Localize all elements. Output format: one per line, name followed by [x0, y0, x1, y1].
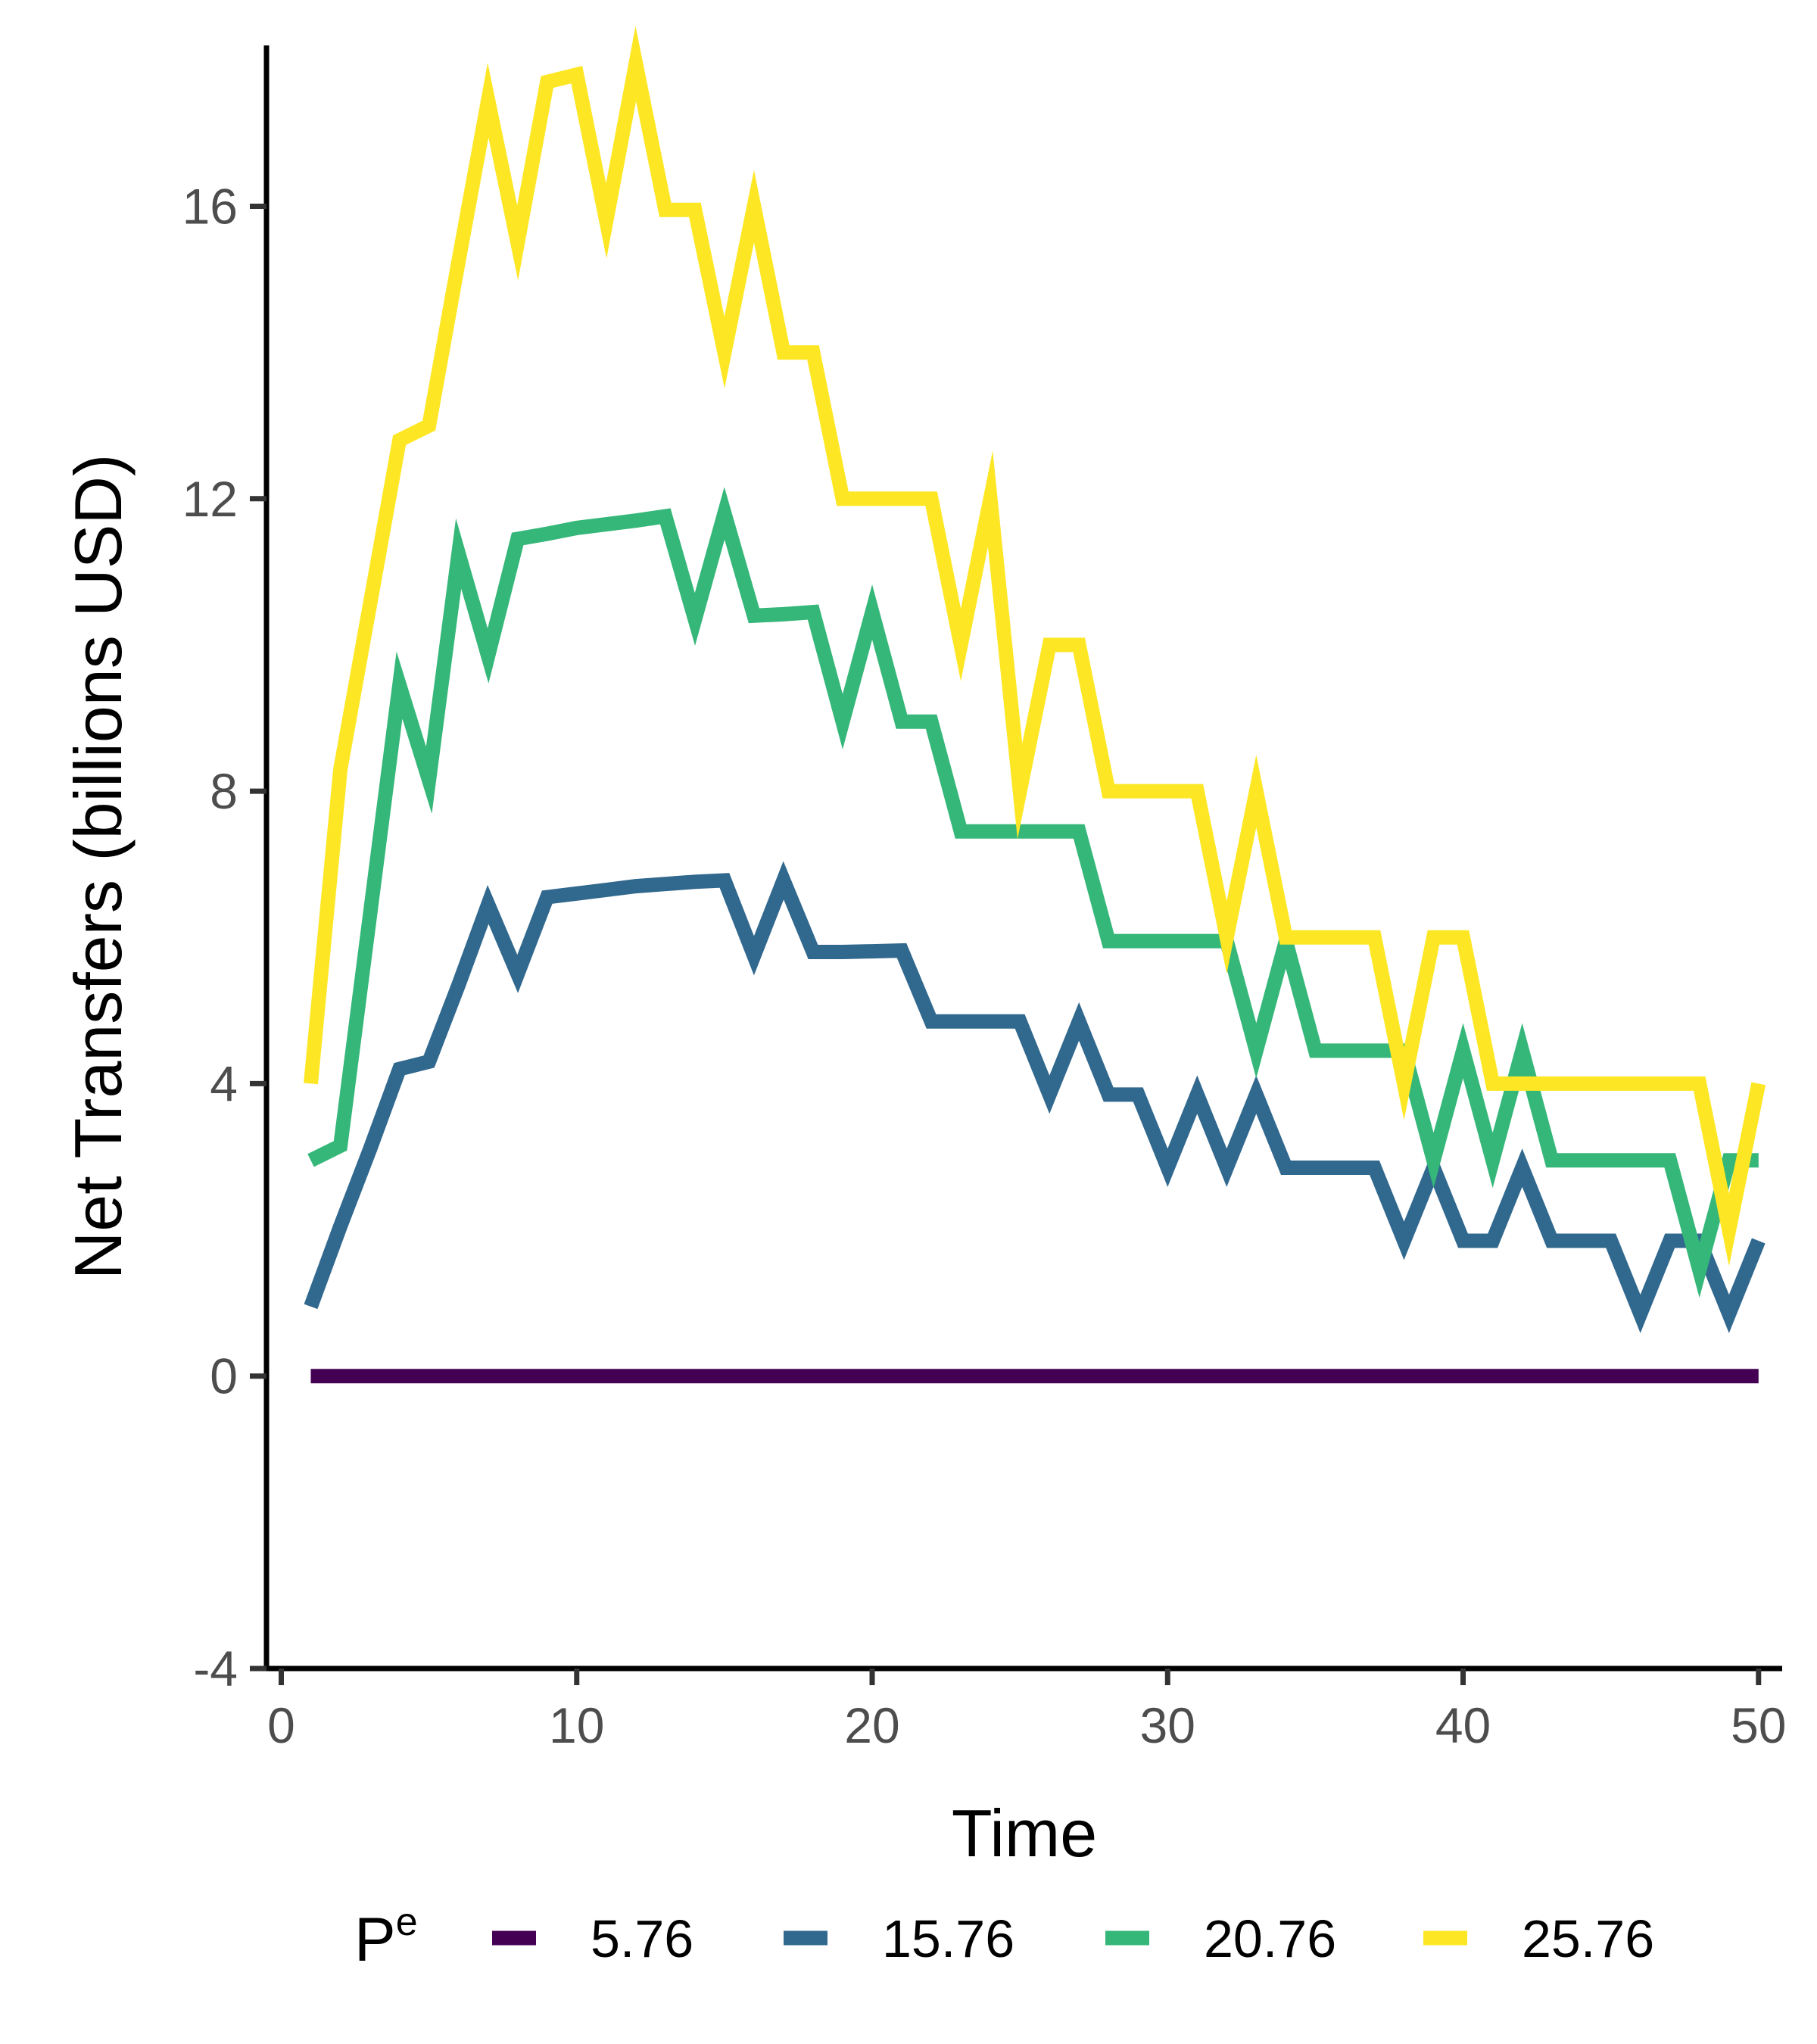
- legend-label-5-76: 5.76: [591, 1909, 693, 1968]
- x-tick-label: 10: [549, 1697, 604, 1753]
- axes-layer: [263, 45, 1782, 1672]
- legend-label-15-76: 15.76: [882, 1909, 1014, 1968]
- legend-title: Pe: [354, 1900, 418, 1974]
- series-line-15-76: [304, 861, 1766, 1333]
- x-axis-title: Time: [952, 1796, 1097, 1871]
- legend: Pe 5.76 15.76 20.76 25.76: [354, 1900, 1654, 1974]
- y-tick-label: 0: [210, 1348, 238, 1404]
- x-tick-label: 30: [1140, 1697, 1195, 1753]
- y-tick-label: 16: [182, 178, 238, 234]
- legend-title-base: P: [354, 1905, 396, 1974]
- series-line-20-76: [307, 487, 1759, 1298]
- y-tick-label: 12: [182, 471, 238, 527]
- x-tick-label: 50: [1731, 1697, 1786, 1753]
- legend-label-25-76: 25.76: [1522, 1909, 1654, 1968]
- x-tick-label: 20: [844, 1697, 899, 1753]
- x-tick-label: 40: [1435, 1697, 1491, 1753]
- legend-title-superscript: e: [396, 1900, 418, 1944]
- y-tick-label: 4: [210, 1055, 238, 1111]
- series-layer: [304, 26, 1766, 1384]
- ticks-layer: -4 0 4 8 12 16 0 10 20 30 40 50: [182, 178, 1787, 1753]
- x-tick-label: 0: [267, 1697, 295, 1753]
- series-line-25-76: [304, 26, 1766, 1267]
- legend-label-20-76: 20.76: [1204, 1909, 1336, 1968]
- y-tick-label: 8: [210, 763, 238, 819]
- legend-items: 5.76 15.76 20.76 25.76: [492, 1909, 1654, 1968]
- y-tick-label: -4: [193, 1640, 238, 1697]
- y-axis-title: Net Transfers (billions USD): [61, 454, 136, 1280]
